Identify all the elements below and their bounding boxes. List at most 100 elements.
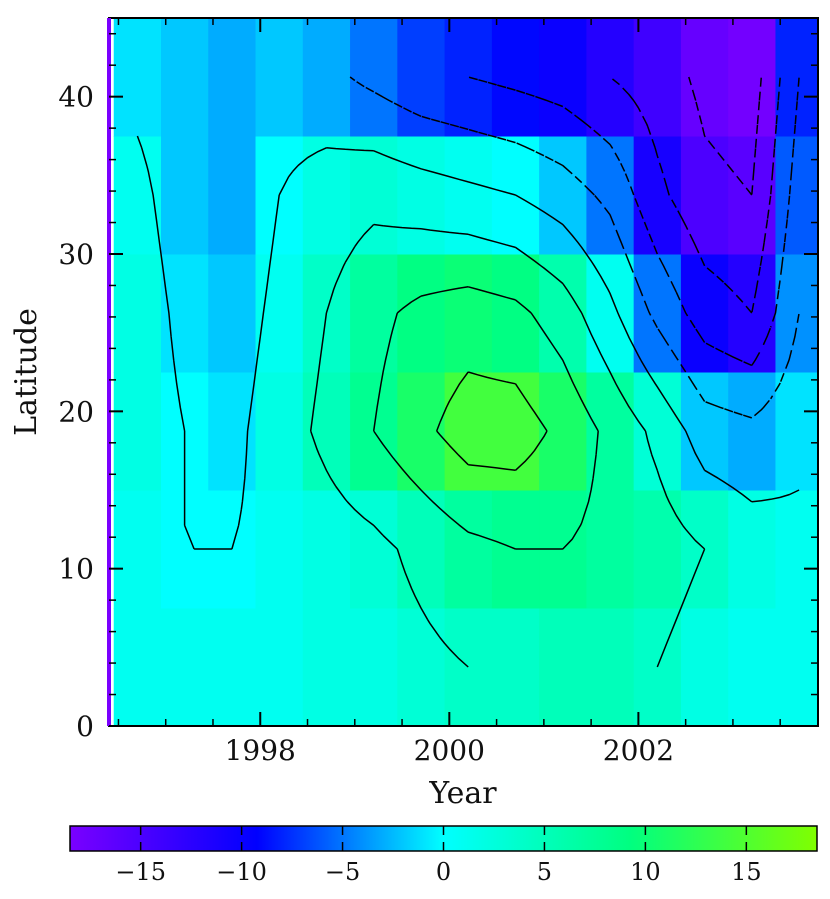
y-tick-label: 30 <box>58 238 94 271</box>
x-axis-ticks: 1998 2000 2002 <box>117 18 781 767</box>
heatmap-cell <box>397 136 446 255</box>
heatmap-cell <box>775 254 818 373</box>
heatmap-cell <box>586 18 635 137</box>
colorbar-tick-label: −15 <box>115 858 166 886</box>
heatmap-cell <box>350 608 398 726</box>
heatmap-cell <box>160 136 209 255</box>
heatmap-cell <box>680 136 729 255</box>
colorbar-tick-label: −10 <box>216 858 267 886</box>
heatmap-cell <box>350 136 398 255</box>
heatmap-cell <box>160 608 209 726</box>
y-tick-label: 40 <box>58 81 94 114</box>
heatmap-cell <box>491 254 540 373</box>
contour-line <box>136 135 800 550</box>
contour-line <box>435 371 548 472</box>
y-tick-label: 0 <box>76 710 94 743</box>
heatmap-cell <box>444 372 493 491</box>
y-tick-label: 20 <box>58 395 94 428</box>
contour-line <box>468 76 800 367</box>
heatmap-cell <box>539 136 587 255</box>
heatmap-cell <box>444 18 493 137</box>
heatmap-cell <box>444 490 493 609</box>
colorbar-tick-label: 10 <box>630 858 661 886</box>
heatmap-cell <box>539 608 587 726</box>
heatmap-cell <box>586 608 635 726</box>
heatmap-cell <box>775 372 818 491</box>
heatmap-cell <box>586 136 635 255</box>
heatmap-cell <box>160 18 209 137</box>
contour-line <box>688 76 763 196</box>
heatmap-cell <box>539 254 587 373</box>
heatmap-cell <box>680 608 729 726</box>
heatmap-cell <box>208 136 257 255</box>
heatmap-cell <box>775 490 818 609</box>
heatmap-cell <box>302 372 351 491</box>
heatmap-cell <box>633 18 682 137</box>
heatmap-cell <box>113 18 162 137</box>
heatmap-cell <box>728 372 776 491</box>
heatmap-cell <box>444 608 493 726</box>
heatmap-cell <box>728 490 776 609</box>
heatmap-cell <box>113 136 162 255</box>
heatmap-cell <box>728 254 776 373</box>
contour-line <box>372 286 599 550</box>
heatmap-cell <box>113 372 162 491</box>
x-tick-label: 2000 <box>414 734 485 767</box>
y-axis-ticks: 0 10 20 30 40 <box>58 32 818 743</box>
heatmap-cell <box>255 372 304 491</box>
x-axis-label: Year <box>428 776 497 811</box>
heatmap-cell <box>586 490 635 609</box>
heatmap-cell <box>208 18 257 137</box>
heatmap-cell <box>302 18 351 137</box>
heatmap-cell <box>350 490 398 609</box>
contour-line <box>309 223 706 668</box>
heatmap-cell <box>728 608 776 726</box>
heatmap-cell <box>397 608 446 726</box>
heatmap-cell <box>680 372 729 491</box>
colorbar-ticks: −15 −10 −5 0 5 10 15 <box>115 826 762 886</box>
heatmap-cell <box>775 136 818 255</box>
heatmap-cell <box>255 490 304 609</box>
heatmap-cell <box>113 254 162 373</box>
heatmap-cell <box>208 372 257 491</box>
heatmap-cell <box>255 18 304 137</box>
contour-line <box>609 76 781 314</box>
heatmap-cell <box>160 254 209 373</box>
heatmap-cell <box>113 490 162 609</box>
heatmap-cell <box>728 136 776 255</box>
heatmap-cell <box>775 608 818 726</box>
y-axis-label: Latitude <box>9 308 44 436</box>
colorbar-tick-label: 15 <box>731 858 762 886</box>
colorbar-tick-label: 5 <box>537 858 552 886</box>
heatmap-cell <box>302 608 351 726</box>
heatmap-cell <box>491 372 540 491</box>
heatmap-cell <box>302 136 351 255</box>
colorbar-tick-label: 0 <box>436 858 451 886</box>
heatmap-cell <box>208 608 257 726</box>
heatmap-cell <box>491 608 540 726</box>
heatmap-cell <box>633 136 682 255</box>
contour-lines <box>136 76 800 668</box>
heatmap-cell <box>255 608 304 726</box>
colorbar-tick-label: −5 <box>325 858 360 886</box>
heatmap-cell <box>680 254 729 373</box>
heatmap-cell <box>586 254 635 373</box>
heatmap-cell <box>397 18 446 137</box>
heatmap-cell <box>444 136 493 255</box>
x-tick-label: 2002 <box>603 734 674 767</box>
heatmap-cell <box>633 490 682 609</box>
heatmap-cell <box>208 254 257 373</box>
heatmap-cell <box>113 608 162 726</box>
heatmap-cell <box>539 18 587 137</box>
heatmap-cell <box>397 490 446 609</box>
heatmap-cell <box>350 254 398 373</box>
heatmap-cell <box>491 18 540 137</box>
heatmap-cell <box>397 254 446 373</box>
heatmap-cell <box>302 490 351 609</box>
heatmap-cell <box>775 18 818 137</box>
x-tick-label: 1998 <box>225 734 296 767</box>
heatmap-cell <box>444 254 493 373</box>
heatmap-cell <box>728 18 776 137</box>
